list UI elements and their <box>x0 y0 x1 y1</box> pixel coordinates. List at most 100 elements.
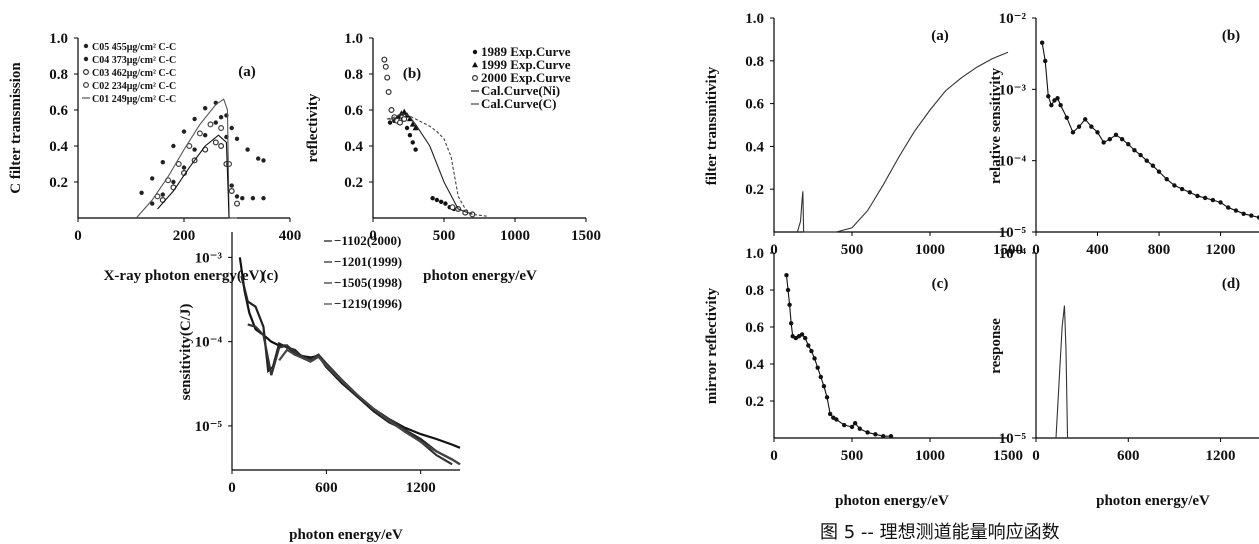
legend-label: C02 234μg/cm² C-C <box>92 81 176 92</box>
y-tick-label: 0.8 <box>344 67 363 83</box>
data-point <box>1076 124 1082 129</box>
data-point <box>1202 195 1208 201</box>
x-tick-label: 1000 <box>915 448 945 464</box>
y-tick-label: 0.6 <box>745 320 764 336</box>
y-tick-label: 0.2 <box>745 394 764 410</box>
data-point <box>1083 117 1088 122</box>
y-tick-label: 0.6 <box>49 103 68 119</box>
data-point <box>784 273 789 278</box>
data-point <box>234 200 241 207</box>
x-tick-label: 500 <box>841 448 864 464</box>
x-tick-label: 1500 <box>571 228 601 244</box>
data-point <box>207 121 214 128</box>
y-tick-label: 0.4 <box>745 357 764 373</box>
data-point <box>1101 140 1106 145</box>
data-point <box>881 433 886 439</box>
data-point <box>809 348 814 354</box>
y-tick-label: 0.8 <box>745 54 764 70</box>
data-point <box>438 199 444 204</box>
data-point <box>1172 183 1177 188</box>
data-point <box>1052 98 1057 103</box>
panel-right-c: 0 500 1000 1500 0.2 0.4 0.6 0.8 1.0 (c) mirror ref… <box>704 246 1023 509</box>
data-point <box>234 194 240 199</box>
data-point <box>824 395 830 400</box>
panel-title: (d) <box>1222 276 1240 292</box>
data-point <box>192 147 197 152</box>
data-point <box>1107 136 1113 142</box>
data-point <box>382 63 389 70</box>
y-tick-label: 0.4 <box>49 139 68 155</box>
data-point <box>396 119 403 126</box>
data-point <box>212 139 219 146</box>
data-point <box>1049 102 1054 108</box>
data-point <box>1126 142 1131 147</box>
legend-label: 1999 Exp.Curve <box>481 57 571 72</box>
data-point <box>384 74 391 81</box>
data-point <box>806 343 811 348</box>
data-point <box>1132 148 1137 153</box>
data-point <box>413 147 418 152</box>
panel-title: (a) <box>238 64 256 80</box>
data-point <box>865 430 870 435</box>
panel-title: (c) <box>932 276 949 292</box>
legend-label: Cal.Curve(C) <box>481 96 556 111</box>
data-point <box>788 321 794 326</box>
panel-title: (b) <box>403 66 421 82</box>
data-point <box>1150 163 1156 168</box>
data-point <box>1039 40 1045 45</box>
legend-label: −1219(1996) <box>334 296 402 311</box>
legend-label: 1989 Exp.Curve <box>481 44 571 59</box>
data-point <box>1119 136 1125 142</box>
series-line <box>796 51 1009 233</box>
data-point <box>818 374 823 380</box>
data-point <box>821 384 827 389</box>
x-tick-label: 600 <box>315 480 338 496</box>
series-line <box>387 113 487 217</box>
data-point <box>1226 205 1231 210</box>
data-point <box>815 365 820 370</box>
data-point <box>834 417 839 422</box>
legend-marker <box>472 74 479 81</box>
data-point <box>1138 152 1143 158</box>
data-point <box>171 143 176 149</box>
data-point <box>1046 94 1051 99</box>
data-point <box>1055 96 1060 101</box>
data-point <box>256 156 261 161</box>
y-axis-label: response <box>988 318 1004 374</box>
y-tick-label: 10⁻⁵ <box>999 225 1027 241</box>
data-point <box>218 124 225 131</box>
panel-right-a: 0 500 1000 1500 0.2 0.4 0.6 0.8 1.0 (a) filter tra… <box>704 11 1023 258</box>
y-axis-label: reflectivity <box>305 93 321 162</box>
legend-marker <box>82 81 89 88</box>
y-tick-label: 0.6 <box>344 103 363 119</box>
data-point <box>1064 115 1069 120</box>
data-point <box>203 106 208 111</box>
x-axis-label: photon energy/eV <box>289 527 403 543</box>
y-tick-label: 1.0 <box>49 31 68 47</box>
panel-title: (c) <box>262 268 279 284</box>
x-tick-label: 1000 <box>500 228 530 244</box>
data-point <box>1187 190 1192 195</box>
x-tick-label: 0 <box>1032 242 1040 258</box>
data-point <box>785 287 791 293</box>
legend-marker <box>472 61 478 68</box>
panel-title: (a) <box>931 28 949 44</box>
data-point <box>1095 130 1100 135</box>
y-axis-label: C filter transmission <box>8 62 24 194</box>
data-point <box>1218 200 1223 205</box>
data-point <box>1179 186 1185 192</box>
data-point <box>385 88 392 95</box>
series-line <box>278 348 461 466</box>
data-point <box>245 147 250 152</box>
data-point <box>852 421 858 426</box>
data-point <box>407 133 413 138</box>
legend-marker <box>472 49 478 55</box>
y-tick-label: 0.8 <box>49 67 68 83</box>
data-point <box>1164 176 1169 182</box>
data-point <box>1113 132 1119 138</box>
data-point <box>409 121 416 127</box>
y-tick-label: 1.0 <box>745 246 764 262</box>
data-point <box>1070 130 1076 135</box>
y-axis-label: sensitivity(C/J) <box>178 304 194 401</box>
x-tick-label: 0 <box>369 228 377 244</box>
